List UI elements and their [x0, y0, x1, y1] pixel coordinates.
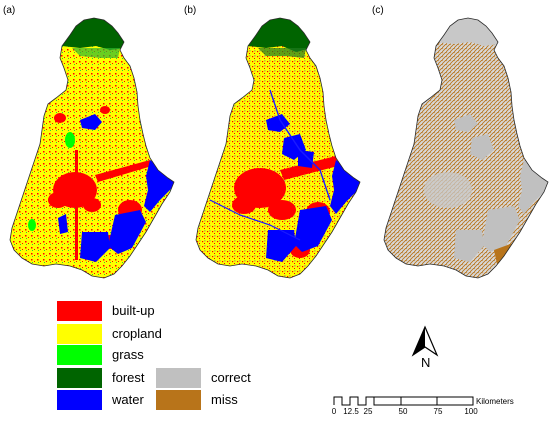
- legend-label-forest: forest: [112, 370, 145, 385]
- scale-tick-100: 100: [464, 407, 478, 416]
- panel-label-b: (b): [184, 5, 197, 16]
- map-panel-b: [195, 17, 361, 279]
- scale-tick-0: 0: [331, 407, 337, 416]
- legend-swatch-grass: [57, 345, 102, 365]
- panel-label-a: (a): [3, 5, 16, 16]
- legend-label-correct: correct: [211, 370, 251, 385]
- scale-tick-25: 25: [363, 407, 373, 416]
- north-arrow-icon: [411, 325, 439, 357]
- scale-tick-50: 50: [398, 407, 408, 416]
- legend-label-builtup: built-up: [112, 303, 155, 318]
- legend-label-cropland: cropland: [112, 326, 162, 341]
- scale-unit-label: Kilometers: [476, 397, 514, 406]
- scale-tick-75: 75: [433, 407, 443, 416]
- legend-swatch-cropland: [57, 324, 102, 344]
- legend-swatch-water: [57, 390, 102, 410]
- map-panel-a: [9, 17, 175, 279]
- map-panel-c: [383, 17, 549, 279]
- legend-swatch-miss: [156, 390, 201, 410]
- panel-label-c: (c): [372, 5, 384, 16]
- legend-label-water: water: [112, 392, 144, 407]
- scale-bar: [333, 396, 474, 406]
- legend-label-grass: grass: [112, 347, 144, 362]
- maps: [9, 17, 549, 279]
- legend-swatch-forest: [57, 368, 102, 388]
- legend-swatch-builtup: [57, 301, 102, 321]
- north-label: N: [421, 355, 431, 370]
- legend-swatch-correct: [156, 368, 201, 388]
- legend-label-miss: miss: [211, 392, 238, 407]
- scale-tick-12-5: 12.5: [343, 407, 359, 416]
